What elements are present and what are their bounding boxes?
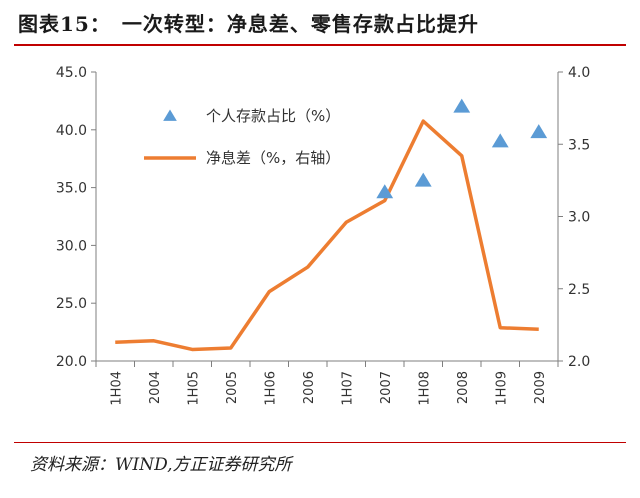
left-tick-label: 45.0: [56, 65, 87, 81]
x-tick-label: 1H05: [186, 371, 201, 406]
legend-label-nim: 净息差（%，右轴）: [206, 149, 340, 167]
right-tick-label: 3.0: [568, 210, 590, 226]
retail-deposit-share-marker: [376, 184, 394, 199]
right-tick-label: 2.5: [568, 282, 590, 298]
x-tick-label: 2008: [456, 371, 471, 404]
x-tick-label: 1H04: [109, 371, 124, 406]
title-divider: [14, 44, 626, 46]
x-tick-label: 1H06: [263, 371, 278, 406]
x-tick-label: 2009: [533, 371, 548, 404]
left-tick-label: 40.0: [56, 123, 87, 139]
left-tick-label: 20.0: [56, 354, 87, 370]
x-axis-ticks: 1H04 2004 1H05 2005 1H06 2006 1H07 2007 1H08 2008…: [95, 361, 559, 406]
retail-deposit-share-marker: [491, 133, 509, 148]
source-divider: [14, 442, 626, 443]
source-note: 资料来源：WIND,方正证券研究所: [30, 455, 292, 475]
net-interest-margin-line: [115, 119, 539, 352]
x-tick-label: 2006: [302, 371, 317, 404]
right-axis-ticks: 2.0 2.5 3.0 3.5 4.0: [558, 65, 590, 370]
x-tick-label: 1H09: [494, 371, 509, 406]
right-tick-label: 3.5: [568, 137, 590, 153]
left-tick-label: 35.0: [56, 181, 87, 197]
legend-triangle-icon: [163, 109, 177, 121]
right-tick-label: 2.0: [568, 354, 590, 370]
x-tick-label: 1H07: [340, 371, 355, 406]
left-tick-label: 30.0: [56, 238, 87, 254]
x-tick-label: 2004: [148, 371, 163, 404]
x-tick-label: 1H08: [417, 371, 432, 406]
legend: 个人存款占比（%） 净息差（%，右轴）: [144, 107, 340, 167]
left-axis-ticks: 20.0 25.0 30.0 35.0 40.0 45.0: [56, 65, 96, 370]
figure-title: 图表15： 一次转型：净息差、零售存款占比提升: [18, 12, 479, 36]
x-tick-label: 2005: [225, 371, 240, 404]
right-tick-label: 4.0: [568, 65, 590, 81]
legend-label-retail-deposit: 个人存款占比（%）: [206, 107, 340, 125]
retail-deposit-share-marker: [453, 98, 471, 113]
series-net-interest-margin: [115, 119, 539, 352]
chart: 20.0 25.0 30.0 35.0 40.0 45.0 2.0 2.5 3.0 3.5 4.0…: [56, 65, 590, 406]
x-tick-label: 2007: [379, 371, 394, 404]
series-retail-deposit-share: [376, 98, 548, 199]
retail-deposit-share-marker: [530, 124, 548, 139]
left-tick-label: 25.0: [56, 296, 87, 312]
retail-deposit-share-marker: [414, 172, 432, 187]
